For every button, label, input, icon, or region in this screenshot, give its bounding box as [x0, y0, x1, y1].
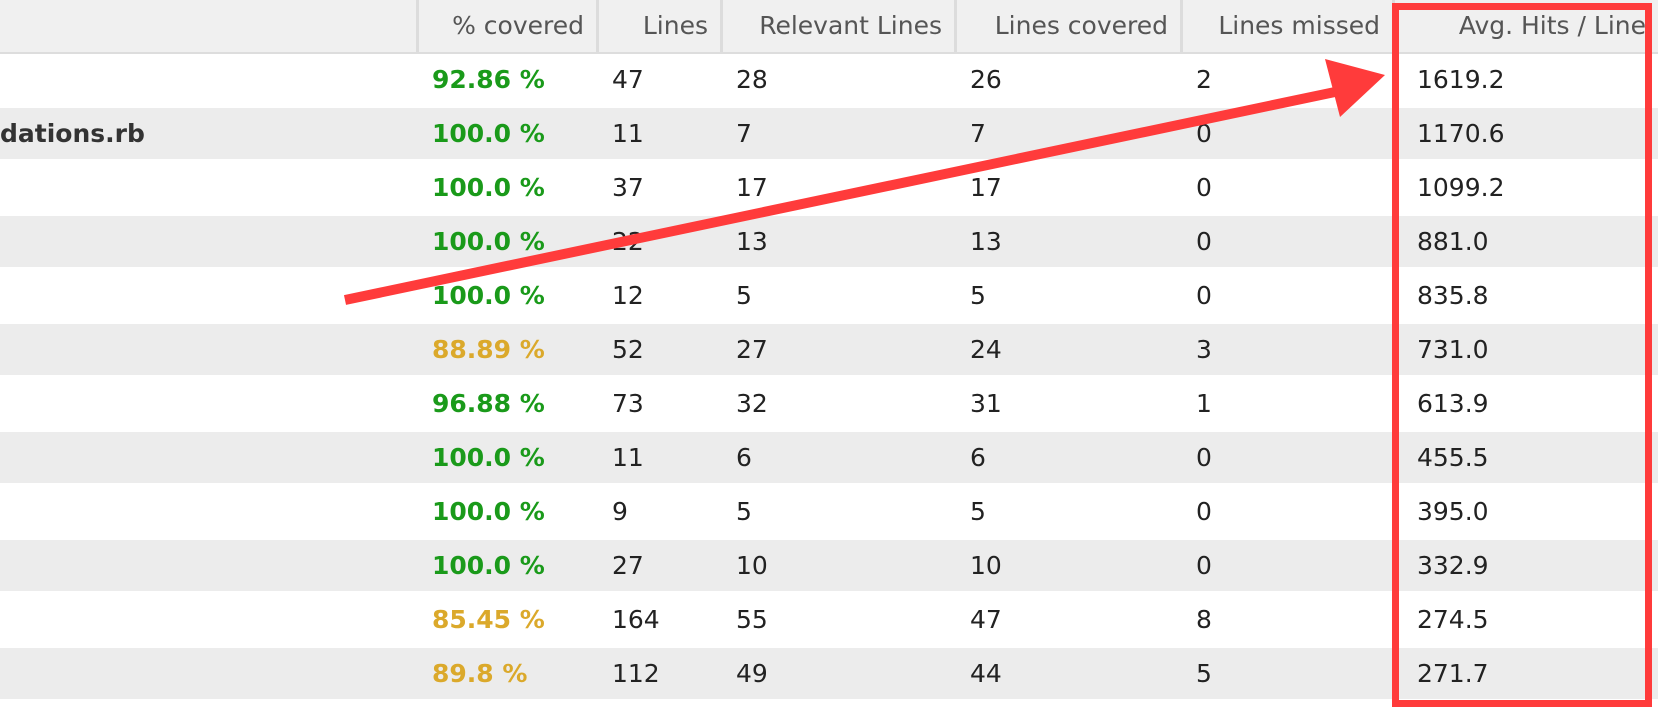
lines-covered-cell: 47: [970, 605, 1002, 634]
table-header: % covered Lines Relevant Lines Lines cov…: [0, 0, 1658, 54]
lines-missed-cell: 5: [1196, 659, 1212, 688]
table-row[interactable]: 96.88 % 73 32 31 1 613.9: [0, 378, 1658, 429]
table-row[interactable]: 92.86 % 47 28 26 2 1619.2: [0, 54, 1658, 105]
lines-covered-cell: 26: [970, 65, 1002, 94]
lines-covered-cell: 6: [970, 443, 986, 472]
table-row[interactable]: 100.0 % 9 5 5 0 395.0: [0, 486, 1658, 537]
lines-covered-cell: 17: [970, 173, 1002, 202]
lines-covered-cell: 24: [970, 335, 1002, 364]
header-covered[interactable]: % covered: [416, 0, 596, 52]
relevant-lines-cell: 5: [736, 281, 752, 310]
table-row[interactable]: 100.0 % 22 13 13 0 881.0: [0, 216, 1658, 267]
avg-hits-cell: 613.9: [1417, 389, 1489, 418]
lines-cell: 12: [612, 281, 644, 310]
lines-missed-cell: 2: [1196, 65, 1212, 94]
relevant-lines-cell: 28: [736, 65, 768, 94]
file-name-cell[interactable]: dations.rb: [0, 119, 145, 148]
header-lines[interactable]: Lines: [596, 0, 720, 52]
avg-hits-cell: 835.8: [1417, 281, 1489, 310]
header-avg-hits[interactable]: Avg. Hits / Line: [1392, 0, 1658, 52]
relevant-lines-cell: 6: [736, 443, 752, 472]
lines-missed-cell: 8: [1196, 605, 1212, 634]
lines-covered-cell: 13: [970, 227, 1002, 256]
covered-cell: 89.8 %: [432, 659, 528, 688]
header-relevant-lines[interactable]: Relevant Lines: [720, 0, 954, 52]
relevant-lines-cell: 13: [736, 227, 768, 256]
avg-hits-cell: 881.0: [1417, 227, 1489, 256]
lines-covered-cell: 7: [970, 119, 986, 148]
relevant-lines-cell: 10: [736, 551, 768, 580]
lines-cell: 164: [612, 605, 660, 634]
lines-cell: 11: [612, 443, 644, 472]
avg-hits-cell: 274.5: [1417, 605, 1489, 634]
covered-cell: 85.45 %: [432, 605, 545, 634]
table-row[interactable]: 100.0 % 12 5 5 0 835.8: [0, 270, 1658, 321]
lines-missed-cell: 0: [1196, 443, 1212, 472]
avg-hits-cell: 271.7: [1417, 659, 1489, 688]
avg-hits-cell: 1099.2: [1417, 173, 1505, 202]
lines-covered-cell: 44: [970, 659, 1002, 688]
lines-covered-cell: 31: [970, 389, 1002, 418]
table-row[interactable]: dations.rb 100.0 % 11 7 7 0 1170.6: [0, 108, 1658, 159]
avg-hits-cell: 455.5: [1417, 443, 1489, 472]
relevant-lines-cell: 27: [736, 335, 768, 364]
lines-cell: 37: [612, 173, 644, 202]
covered-cell: 92.86 %: [432, 65, 545, 94]
lines-missed-cell: 0: [1196, 173, 1212, 202]
relevant-lines-cell: 5: [736, 497, 752, 526]
table-row[interactable]: 88.89 % 52 27 24 3 731.0: [0, 324, 1658, 375]
lines-covered-cell: 5: [970, 497, 986, 526]
covered-cell: 88.89 %: [432, 335, 545, 364]
avg-hits-cell: 731.0: [1417, 335, 1489, 364]
relevant-lines-cell: 49: [736, 659, 768, 688]
relevant-lines-cell: 32: [736, 389, 768, 418]
relevant-lines-cell: 55: [736, 605, 768, 634]
covered-cell: 100.0 %: [432, 227, 545, 256]
lines-covered-cell: 10: [970, 551, 1002, 580]
lines-cell: 112: [612, 659, 660, 688]
table-row[interactable]: 100.0 % 27 10 10 0 332.9: [0, 540, 1658, 591]
header-lines-covered[interactable]: Lines covered: [954, 0, 1180, 52]
avg-hits-cell: 1619.2: [1417, 65, 1505, 94]
covered-cell: 100.0 %: [432, 497, 545, 526]
header-lines-missed[interactable]: Lines missed: [1180, 0, 1392, 52]
covered-cell: 100.0 %: [432, 551, 545, 580]
avg-hits-cell: 395.0: [1417, 497, 1489, 526]
table-row[interactable]: 85.45 % 164 55 47 8 274.5: [0, 594, 1658, 645]
lines-missed-cell: 0: [1196, 551, 1212, 580]
lines-covered-cell: 5: [970, 281, 986, 310]
covered-cell: 100.0 %: [432, 281, 545, 310]
table-row[interactable]: 100.0 % 11 6 6 0 455.5: [0, 432, 1658, 483]
relevant-lines-cell: 7: [736, 119, 752, 148]
table-row[interactable]: 100.0 % 37 17 17 0 1099.2: [0, 162, 1658, 213]
lines-cell: 47: [612, 65, 644, 94]
avg-hits-cell: 1170.6: [1417, 119, 1505, 148]
lines-missed-cell: 1: [1196, 389, 1212, 418]
lines-missed-cell: 0: [1196, 497, 1212, 526]
lines-cell: 27: [612, 551, 644, 580]
lines-missed-cell: 0: [1196, 227, 1212, 256]
relevant-lines-cell: 17: [736, 173, 768, 202]
covered-cell: 100.0 %: [432, 119, 545, 148]
lines-cell: 73: [612, 389, 644, 418]
lines-cell: 22: [612, 227, 644, 256]
lines-cell: 9: [612, 497, 628, 526]
lines-cell: 11: [612, 119, 644, 148]
lines-missed-cell: 3: [1196, 335, 1212, 364]
avg-hits-cell: 332.9: [1417, 551, 1489, 580]
lines-missed-cell: 0: [1196, 281, 1212, 310]
covered-cell: 100.0 %: [432, 443, 545, 472]
covered-cell: 100.0 %: [432, 173, 545, 202]
lines-cell: 52: [612, 335, 644, 364]
lines-missed-cell: 0: [1196, 119, 1212, 148]
covered-cell: 96.88 %: [432, 389, 545, 418]
table-row[interactable]: 89.8 % 112 49 44 5 271.7: [0, 648, 1658, 699]
